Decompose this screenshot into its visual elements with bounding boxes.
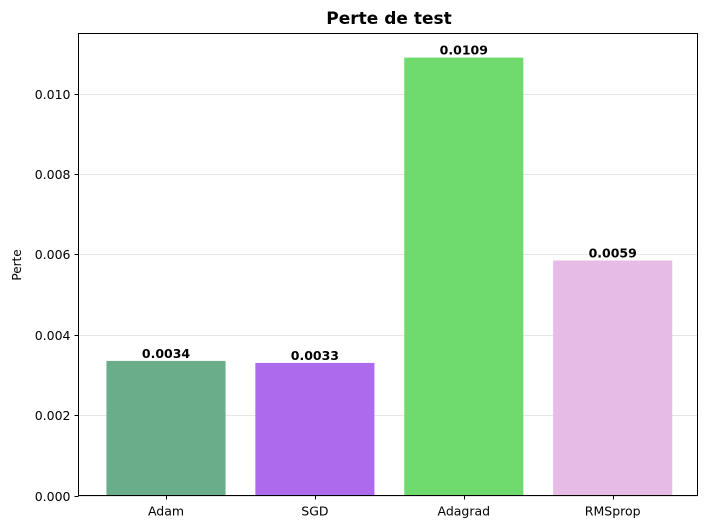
y-tick-label: 0.008 (35, 167, 71, 182)
bar-adagrad (404, 57, 524, 496)
bar-adam (106, 360, 226, 496)
x-tick-label: RMSprop (585, 504, 641, 519)
y-tick-label: 0.010 (35, 87, 71, 102)
y-tick-label: 0.002 (35, 408, 71, 423)
x-tick-label: Adagrad (437, 504, 490, 519)
x-axis-ticks: Adam SGD Adagrad RMSprop (148, 495, 641, 519)
bar-value-label: 0.0109 (440, 43, 488, 58)
bar-value-label: 0.0034 (142, 346, 191, 361)
bar-value-labels: 0.0034 0.0033 0.0109 0.0059 (142, 43, 637, 363)
y-axis-label: Perte (10, 249, 24, 280)
bars (106, 57, 673, 496)
y-axis-ticks: 0.000 0.002 0.004 0.006 0.008 0.010 (35, 87, 79, 504)
bar-value-label: 0.0033 (291, 348, 339, 363)
chart-title: Perte de test (326, 9, 451, 29)
bar-value-label: 0.0059 (589, 245, 637, 260)
x-tick-label: Adam (148, 504, 184, 519)
x-tick-label: SGD (301, 504, 328, 519)
bar-rmsprop (553, 260, 673, 496)
y-tick-label: 0.000 (35, 489, 71, 504)
plot-frame (78, 33, 698, 496)
y-tick-label: 0.006 (35, 247, 71, 262)
bar-sgd (255, 362, 375, 496)
y-tick-label: 0.004 (35, 328, 71, 343)
